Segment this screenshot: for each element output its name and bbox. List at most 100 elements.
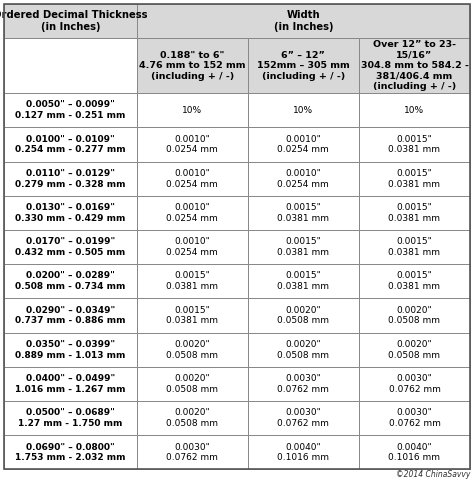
Bar bbox=[248, 196, 359, 230]
Bar bbox=[248, 93, 359, 127]
Text: 0.0030"
0.0762 mm: 0.0030" 0.0762 mm bbox=[277, 408, 329, 428]
Text: 0.0020"
0.0508 mm: 0.0020" 0.0508 mm bbox=[166, 374, 218, 394]
Bar bbox=[137, 401, 248, 435]
Bar bbox=[4, 38, 137, 93]
Bar bbox=[4, 367, 137, 401]
Text: 0.0040"
0.1016 mm: 0.0040" 0.1016 mm bbox=[389, 442, 440, 462]
Bar bbox=[359, 127, 470, 162]
Bar bbox=[4, 196, 137, 230]
Text: 0.0110" – 0.0129"
0.279 mm - 0.328 mm: 0.0110" – 0.0129" 0.279 mm - 0.328 mm bbox=[15, 169, 126, 189]
Bar bbox=[248, 127, 359, 162]
Text: 0.0015"
0.0381 mm: 0.0015" 0.0381 mm bbox=[389, 203, 440, 223]
Bar bbox=[137, 264, 248, 299]
Bar bbox=[359, 38, 470, 93]
Text: 10%: 10% bbox=[182, 106, 202, 115]
Bar bbox=[248, 264, 359, 299]
Text: 0.0200" – 0.0289"
0.508 mm - 0.734 mm: 0.0200" – 0.0289" 0.508 mm - 0.734 mm bbox=[15, 272, 126, 291]
Text: 0.0015"
0.0381 mm: 0.0015" 0.0381 mm bbox=[389, 135, 440, 154]
Text: Ordered Decimal Thickness
(in Inches): Ordered Decimal Thickness (in Inches) bbox=[0, 10, 147, 32]
Bar bbox=[4, 401, 137, 435]
Text: 0.0020"
0.0508 mm: 0.0020" 0.0508 mm bbox=[277, 306, 329, 325]
Bar bbox=[248, 435, 359, 469]
Text: 0.188" to 6"
4.76 mm to 152 mm
(including + / -): 0.188" to 6" 4.76 mm to 152 mm (includin… bbox=[139, 51, 246, 81]
Bar bbox=[137, 93, 248, 127]
Bar bbox=[359, 230, 470, 264]
Text: 10%: 10% bbox=[404, 106, 425, 115]
Bar bbox=[359, 162, 470, 196]
Text: Width
(in Inches): Width (in Inches) bbox=[273, 10, 333, 32]
Text: ©2014 ChinaSavvy: ©2014 ChinaSavvy bbox=[396, 470, 470, 479]
Bar bbox=[4, 4, 137, 38]
Bar bbox=[4, 230, 137, 264]
Bar bbox=[359, 367, 470, 401]
Bar bbox=[137, 367, 248, 401]
Bar bbox=[4, 299, 137, 333]
Text: 0.0015"
0.0381 mm: 0.0015" 0.0381 mm bbox=[389, 272, 440, 291]
Text: 0.0010"
0.0254 mm: 0.0010" 0.0254 mm bbox=[277, 135, 329, 154]
Text: 0.0010"
0.0254 mm: 0.0010" 0.0254 mm bbox=[166, 237, 218, 257]
Text: 10%: 10% bbox=[293, 106, 313, 115]
Text: 0.0010"
0.0254 mm: 0.0010" 0.0254 mm bbox=[277, 169, 329, 189]
Text: 0.0015"
0.0381 mm: 0.0015" 0.0381 mm bbox=[166, 306, 218, 325]
Text: 0.0020"
0.0508 mm: 0.0020" 0.0508 mm bbox=[389, 340, 440, 360]
Bar bbox=[137, 196, 248, 230]
Bar bbox=[359, 435, 470, 469]
Text: 0.0020"
0.0508 mm: 0.0020" 0.0508 mm bbox=[166, 408, 218, 428]
Text: 0.0690" – 0.0800"
1.753 mm - 2.032 mm: 0.0690" – 0.0800" 1.753 mm - 2.032 mm bbox=[15, 442, 126, 462]
Bar bbox=[137, 127, 248, 162]
Bar bbox=[359, 93, 470, 127]
Text: 6” – 12”
152mm – 305 mm
(including + / -): 6” – 12” 152mm – 305 mm (including + / -… bbox=[257, 51, 350, 81]
Text: 0.0170" – 0.0199"
0.432 mm - 0.505 mm: 0.0170" – 0.0199" 0.432 mm - 0.505 mm bbox=[15, 237, 126, 257]
Text: 0.0020"
0.0508 mm: 0.0020" 0.0508 mm bbox=[277, 340, 329, 360]
Text: 0.0040"
0.1016 mm: 0.0040" 0.1016 mm bbox=[277, 442, 329, 462]
Bar bbox=[248, 367, 359, 401]
Bar bbox=[137, 4, 470, 38]
Bar bbox=[137, 299, 248, 333]
Bar bbox=[4, 93, 137, 127]
Text: 0.0015"
0.0381 mm: 0.0015" 0.0381 mm bbox=[389, 169, 440, 189]
Text: 0.0020"
0.0508 mm: 0.0020" 0.0508 mm bbox=[389, 306, 440, 325]
Text: 0.0015"
0.0381 mm: 0.0015" 0.0381 mm bbox=[277, 272, 329, 291]
Text: 0.0130" – 0.0169"
0.330 mm - 0.429 mm: 0.0130" – 0.0169" 0.330 mm - 0.429 mm bbox=[15, 203, 126, 223]
Bar bbox=[137, 162, 248, 196]
Text: 0.0290" – 0.0349"
0.737 mm - 0.886 mm: 0.0290" – 0.0349" 0.737 mm - 0.886 mm bbox=[15, 306, 126, 325]
Bar bbox=[248, 401, 359, 435]
Bar bbox=[137, 38, 248, 93]
Text: 0.0030"
0.0762 mm: 0.0030" 0.0762 mm bbox=[389, 408, 440, 428]
Text: 0.0010"
0.0254 mm: 0.0010" 0.0254 mm bbox=[166, 203, 218, 223]
Bar bbox=[4, 264, 137, 299]
Text: 0.0500" – 0.0689"
1.27 mm - 1.750 mm: 0.0500" – 0.0689" 1.27 mm - 1.750 mm bbox=[18, 408, 122, 428]
Bar bbox=[137, 435, 248, 469]
Text: 0.0100" – 0.0109"
0.254 mm - 0.277 mm: 0.0100" – 0.0109" 0.254 mm - 0.277 mm bbox=[15, 135, 126, 154]
Bar bbox=[248, 38, 359, 93]
Text: 0.0030"
0.0762 mm: 0.0030" 0.0762 mm bbox=[277, 374, 329, 394]
Bar bbox=[4, 435, 137, 469]
Bar bbox=[248, 299, 359, 333]
Text: 0.0350" – 0.0399"
0.889 mm - 1.013 mm: 0.0350" – 0.0399" 0.889 mm - 1.013 mm bbox=[15, 340, 126, 360]
Bar bbox=[248, 162, 359, 196]
Bar bbox=[4, 333, 137, 367]
Bar bbox=[359, 401, 470, 435]
Bar bbox=[248, 230, 359, 264]
Bar bbox=[359, 299, 470, 333]
Text: 0.0010"
0.0254 mm: 0.0010" 0.0254 mm bbox=[166, 169, 218, 189]
Bar bbox=[4, 162, 137, 196]
Bar bbox=[359, 264, 470, 299]
Text: 0.0015"
0.0381 mm: 0.0015" 0.0381 mm bbox=[277, 237, 329, 257]
Bar bbox=[137, 333, 248, 367]
Text: Over 12” to 23-
15/16”
304.8 mm to 584.2 -
381/406.4 mm
(including + / -): Over 12” to 23- 15/16” 304.8 mm to 584.2… bbox=[361, 41, 468, 91]
Text: 0.0015"
0.0381 mm: 0.0015" 0.0381 mm bbox=[389, 237, 440, 257]
Text: 0.0030"
0.0762 mm: 0.0030" 0.0762 mm bbox=[389, 374, 440, 394]
Text: 0.0015"
0.0381 mm: 0.0015" 0.0381 mm bbox=[277, 203, 329, 223]
Bar bbox=[137, 230, 248, 264]
Bar bbox=[248, 333, 359, 367]
Text: 0.0050" – 0.0099"
0.127 mm - 0.251 mm: 0.0050" – 0.0099" 0.127 mm - 0.251 mm bbox=[15, 101, 126, 120]
Bar bbox=[359, 333, 470, 367]
Bar bbox=[359, 196, 470, 230]
Text: 0.0010"
0.0254 mm: 0.0010" 0.0254 mm bbox=[166, 135, 218, 154]
Bar bbox=[4, 127, 137, 162]
Text: 0.0400" – 0.0499"
1.016 mm - 1.267 mm: 0.0400" – 0.0499" 1.016 mm - 1.267 mm bbox=[15, 374, 126, 394]
Text: 0.0020"
0.0508 mm: 0.0020" 0.0508 mm bbox=[166, 340, 218, 360]
Text: 0.0015"
0.0381 mm: 0.0015" 0.0381 mm bbox=[166, 272, 218, 291]
Text: 0.0030"
0.0762 mm: 0.0030" 0.0762 mm bbox=[166, 442, 218, 462]
